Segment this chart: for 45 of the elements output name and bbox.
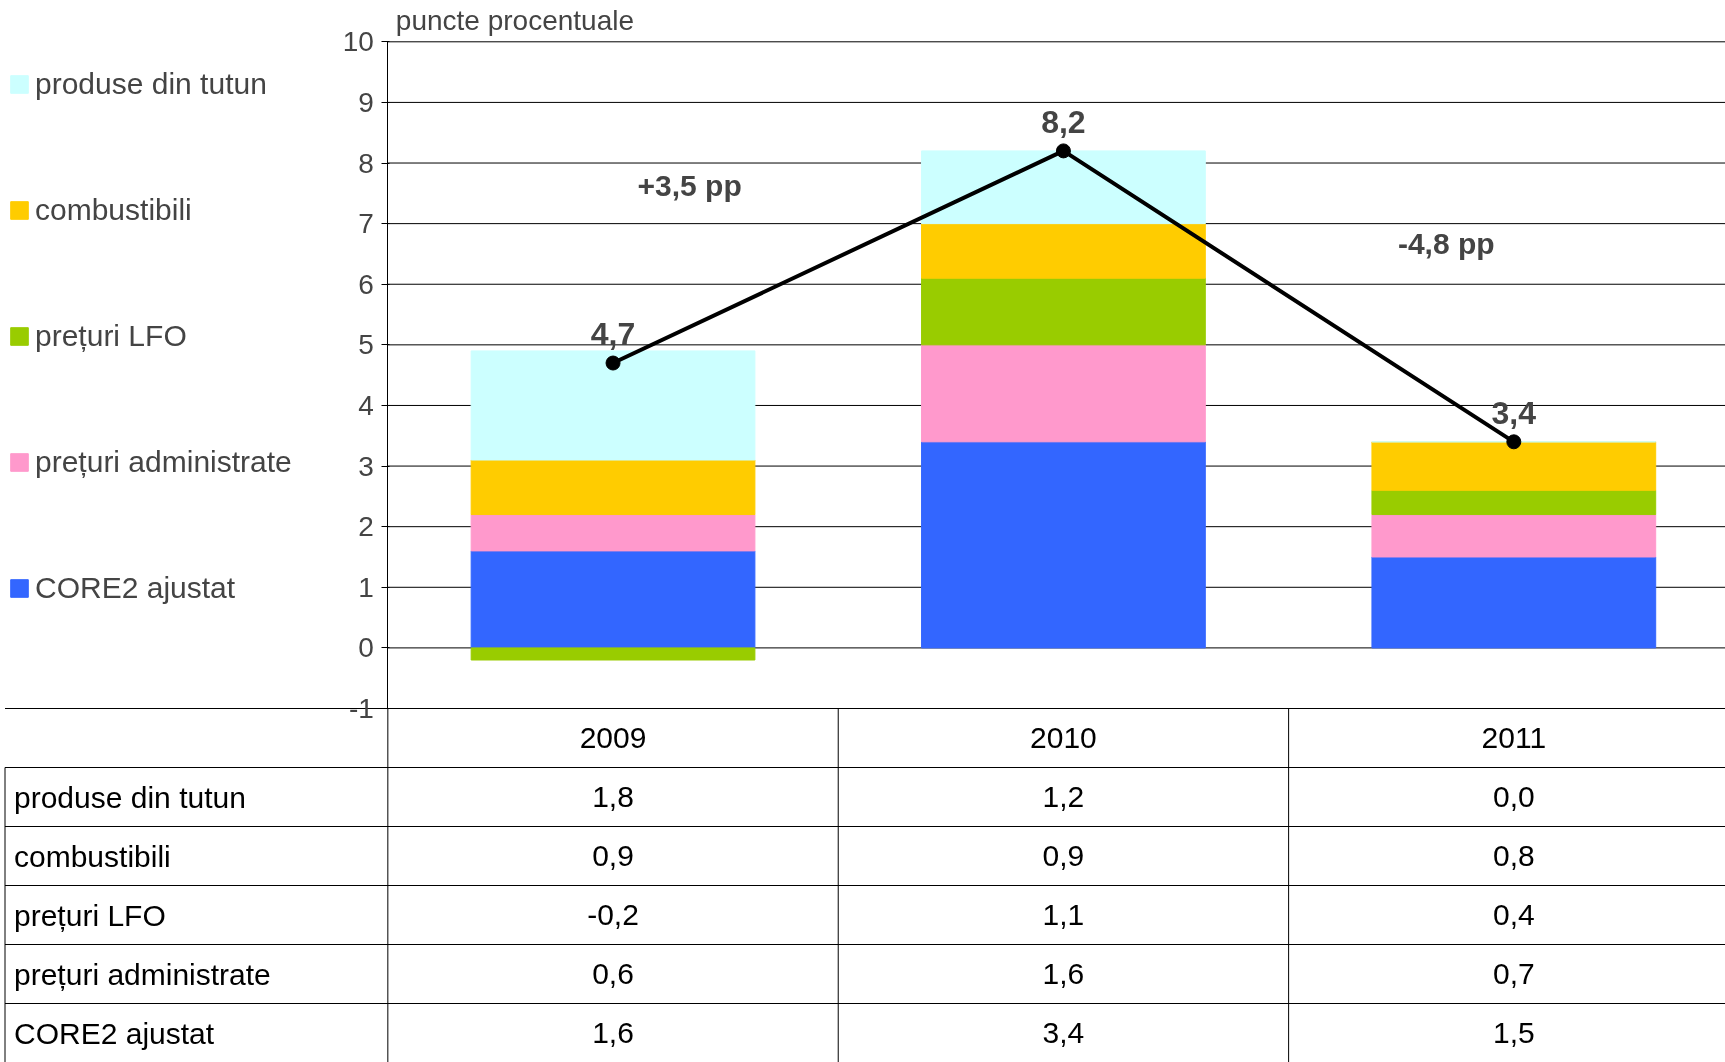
text: prețuri administrate [14, 957, 271, 991]
legend-label: CORE2 ajustat [35, 571, 236, 605]
legend-label: prețuri LFO [35, 319, 187, 353]
data-label: 0,4 [1492, 898, 1535, 931]
data-label: 3,4 [1491, 394, 1537, 431]
y-tick-label: 5 [358, 329, 374, 361]
y-tick-label: 9 [358, 86, 374, 118]
legend-label: produse din tutun [35, 67, 267, 101]
data-label: -0,2 [587, 898, 639, 931]
y-tick-label: 6 [358, 268, 374, 300]
data-label: 1,5 [1492, 1016, 1535, 1049]
text: CORE2 ajustat [14, 1016, 215, 1050]
text: prețuri LFO [14, 898, 166, 932]
y-tick-label: 8 [358, 147, 374, 179]
y-tick-label: 2 [358, 511, 374, 543]
data-label: 0,8 [1492, 839, 1535, 872]
y-tick-label: 1 [358, 571, 374, 603]
data-label: 0,9 [1042, 839, 1085, 872]
data-label: 4,7 [590, 316, 636, 353]
annotation: +3,5 pp [637, 169, 742, 203]
data-label: 8,2 [1041, 103, 1086, 140]
x-tick-label: 2009 [579, 721, 647, 754]
y-tick-label: 4 [358, 389, 374, 421]
y-tick-label: 7 [358, 208, 374, 240]
annotation: -4,8 pp [1397, 226, 1495, 260]
data-label: 0,9 [592, 839, 634, 872]
text: combustibili [14, 839, 171, 873]
y-tick-label: 3 [358, 450, 374, 482]
data-label: 0,6 [592, 957, 634, 990]
legend-label: prețuri administrate [35, 445, 292, 479]
data-label: 1,1 [1042, 898, 1085, 931]
data-label: 0,0 [1492, 780, 1535, 813]
y-tick-label: 10 [342, 26, 374, 58]
x-tick-label: 2010 [1030, 721, 1097, 754]
y-tick-label: 0 [358, 632, 374, 664]
data-label: 1,6 [1042, 957, 1085, 990]
data-label: 1,6 [592, 1016, 634, 1049]
data-label: 1,2 [1042, 780, 1085, 813]
x-tick-label: 2011 [1481, 721, 1547, 754]
data-label: 1,8 [592, 780, 634, 813]
y-axis-title: puncte procentuale [395, 4, 635, 36]
data-label: 0,7 [1492, 957, 1535, 990]
text: produse din tutun [14, 780, 246, 814]
legend-label: combustibili [35, 193, 192, 227]
data-label: 3,4 [1042, 1016, 1085, 1049]
